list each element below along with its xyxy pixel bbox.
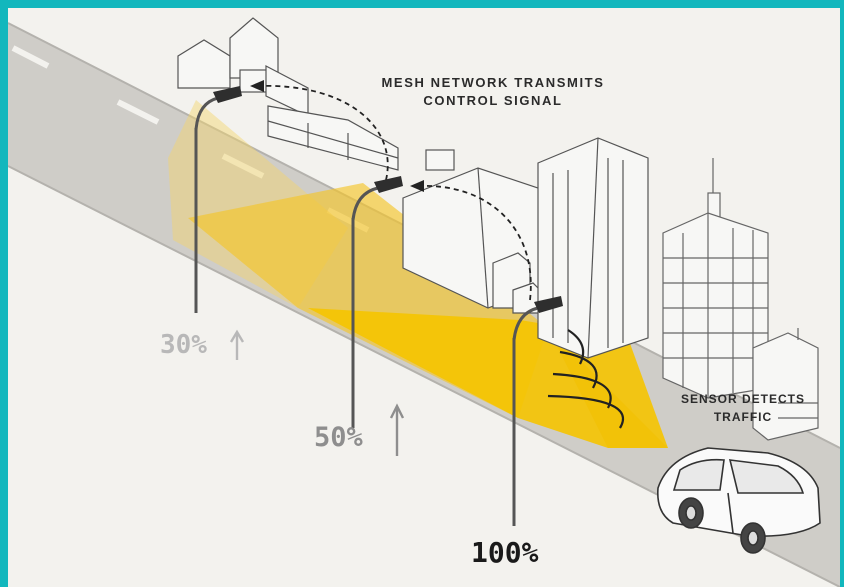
level-100-text: 100%	[471, 536, 539, 569]
up-arrow-icon	[229, 329, 405, 456]
diagram-frame: MESH NETWORK TRANSMITS CONTROL SIGNAL SE…	[8, 8, 840, 587]
level-30-label: 30%	[160, 330, 207, 360]
smart-street-lighting-diagram	[8, 17, 840, 587]
tall-tower	[537, 137, 649, 359]
street-lamp-icon	[194, 86, 563, 526]
car-icon	[656, 447, 821, 554]
level-30-text: 30%	[160, 330, 207, 360]
sensor-caption-line-1: SENSOR DETECTS	[680, 392, 805, 406]
mesh-signal-arcs	[257, 85, 532, 301]
arrow-heads	[250, 80, 424, 192]
sensor-caption: SENSOR DETECTS TRAFFIC	[668, 390, 818, 426]
mesh-caption-line-1: MESH NETWORK TRANSMITS	[381, 75, 605, 90]
mesh-network-caption: MESH NETWORK TRANSMITS CONTROL SIGNAL	[363, 74, 623, 110]
level-50-label: 50%	[314, 422, 363, 453]
level-50-text: 50%	[314, 422, 363, 453]
antenna-tower	[662, 158, 819, 441]
office-building	[402, 167, 569, 314]
sensor-caption-line-2: TRAFFIC	[713, 410, 773, 424]
level-100-label: 100%	[471, 536, 538, 569]
houses	[177, 17, 455, 171]
signal-wave-icon	[547, 329, 625, 429]
mesh-caption-line-2: CONTROL SIGNAL	[423, 93, 563, 108]
